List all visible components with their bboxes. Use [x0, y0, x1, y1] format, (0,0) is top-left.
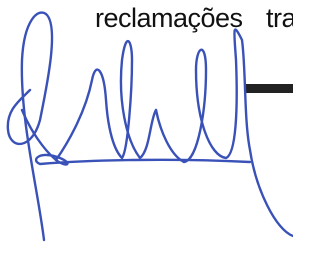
document-fragment: reclamações tra	[0, 0, 293, 253]
rule-line	[246, 84, 293, 93]
signature	[8, 13, 293, 240]
signature-layer	[0, 0, 293, 253]
